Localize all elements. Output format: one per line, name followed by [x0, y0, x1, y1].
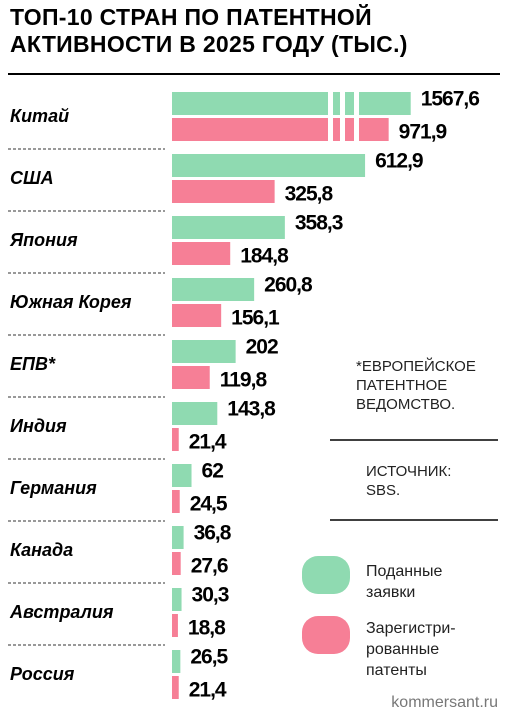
bar [172, 588, 182, 611]
bar [172, 402, 218, 425]
category-label: Китай [10, 106, 69, 126]
value-label: 143,8 [227, 398, 276, 421]
bar [172, 552, 181, 575]
category-label: ЕПВ* [10, 354, 56, 374]
value-label: 612,9 [375, 150, 423, 173]
category-label: Индия [10, 416, 67, 436]
legend-label: Зарегистри-рованные патенты [366, 620, 456, 679]
bar [172, 118, 389, 141]
value-label: 971,9 [399, 121, 447, 144]
bar [172, 490, 180, 513]
value-label: 18,8 [188, 617, 226, 640]
value-label: 119,8 [220, 369, 268, 392]
value-label: 30,3 [192, 584, 229, 607]
value-label: 24,5 [190, 493, 228, 516]
category-label: Германия [10, 478, 97, 498]
value-label: 26,5 [190, 646, 228, 669]
source: kommersant.ru [391, 694, 498, 711]
value-label: 27,6 [191, 555, 228, 578]
category-label: Южная Корея [10, 292, 132, 312]
axis-break [328, 116, 333, 143]
bar [172, 650, 181, 673]
category-label: США [10, 168, 54, 188]
value-label: 358,3 [295, 212, 343, 235]
bar [172, 340, 236, 363]
chart-title: ТОП-10 СТРАН ПО ПАТЕНТНОЙ АКТИВНОСТИ В 2… [10, 4, 408, 57]
legend-swatch [302, 616, 350, 654]
bar [172, 464, 192, 487]
category-label: Россия [10, 664, 75, 684]
bar [172, 216, 285, 239]
value-label: 260,8 [264, 274, 313, 297]
value-label: 325,8 [285, 183, 334, 206]
bar [172, 154, 366, 177]
note: ИСТОЧНИК: SBS. [366, 463, 452, 499]
value-label: 21,4 [189, 431, 227, 454]
axis-break [340, 90, 345, 117]
legend-label: Поданные заявки [366, 563, 443, 601]
value-label: 62 [202, 460, 224, 483]
note: *ЕВРОПЕЙСКОЕ ПАТЕНТНОЕ ВЕДОМСТВО. [356, 358, 476, 413]
bar [172, 92, 411, 115]
value-label: 156,1 [231, 307, 280, 330]
bar [172, 242, 231, 265]
value-label: 21,4 [189, 679, 227, 702]
bar [172, 676, 179, 699]
axis-break [340, 116, 345, 143]
bar [172, 366, 210, 389]
category-label: Канада [10, 540, 73, 560]
bar [172, 180, 275, 203]
bar [172, 428, 179, 451]
axis-break [354, 90, 359, 117]
bar [172, 278, 255, 301]
axis-break [328, 90, 333, 117]
value-label: 1567,6 [421, 88, 480, 111]
value-label: 36,8 [194, 522, 232, 545]
bar [172, 526, 184, 549]
category-label: Япония [9, 230, 78, 250]
bar [172, 614, 178, 637]
category-label: Австралия [9, 602, 114, 622]
value-label: 184,8 [240, 245, 289, 268]
bar [172, 304, 222, 327]
axis-break [354, 116, 359, 143]
value-label: 202 [246, 336, 278, 359]
legend-swatch [302, 556, 350, 594]
